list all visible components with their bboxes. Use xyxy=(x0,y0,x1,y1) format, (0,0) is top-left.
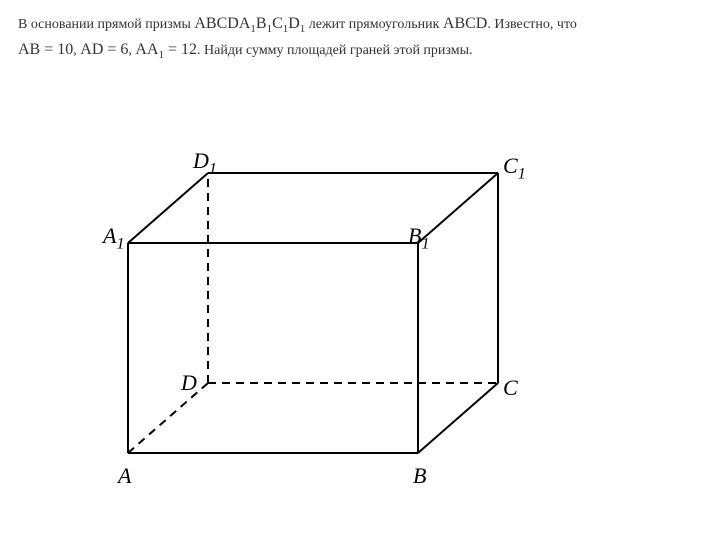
prism-name: ABCDA1B1C1D1 xyxy=(194,15,305,32)
vertex-label-B: B xyxy=(413,463,426,489)
vertex-label-C1: C1 xyxy=(503,153,526,183)
text-1: В основании прямой призмы xyxy=(18,17,194,32)
vertex-label-D: D xyxy=(181,370,197,396)
problem-statement: В основании прямой призмы ABCDA1B1C1D1 л… xyxy=(18,12,687,63)
equation-1: AB = 10 xyxy=(18,41,73,58)
vertex-label-A: A xyxy=(118,463,131,489)
prism-diagram: A B C D A1 B1 C1 D1 xyxy=(78,103,628,503)
vertex-label-C: C xyxy=(503,375,518,401)
vertex-label-A1: A1 xyxy=(103,223,124,253)
text-3: . Известно, что xyxy=(487,17,577,32)
text-2: лежит прямоугольник xyxy=(305,17,443,32)
vertex-label-D1: D1 xyxy=(193,148,217,178)
text-4: . Найди сумму площадей граней этой призм… xyxy=(197,43,472,58)
equation-3: AA1 = 12 xyxy=(135,41,197,58)
base-name: ABCD xyxy=(443,15,487,32)
equation-2: AD = 6 xyxy=(80,41,128,58)
vertex-label-B1: B1 xyxy=(408,223,429,253)
